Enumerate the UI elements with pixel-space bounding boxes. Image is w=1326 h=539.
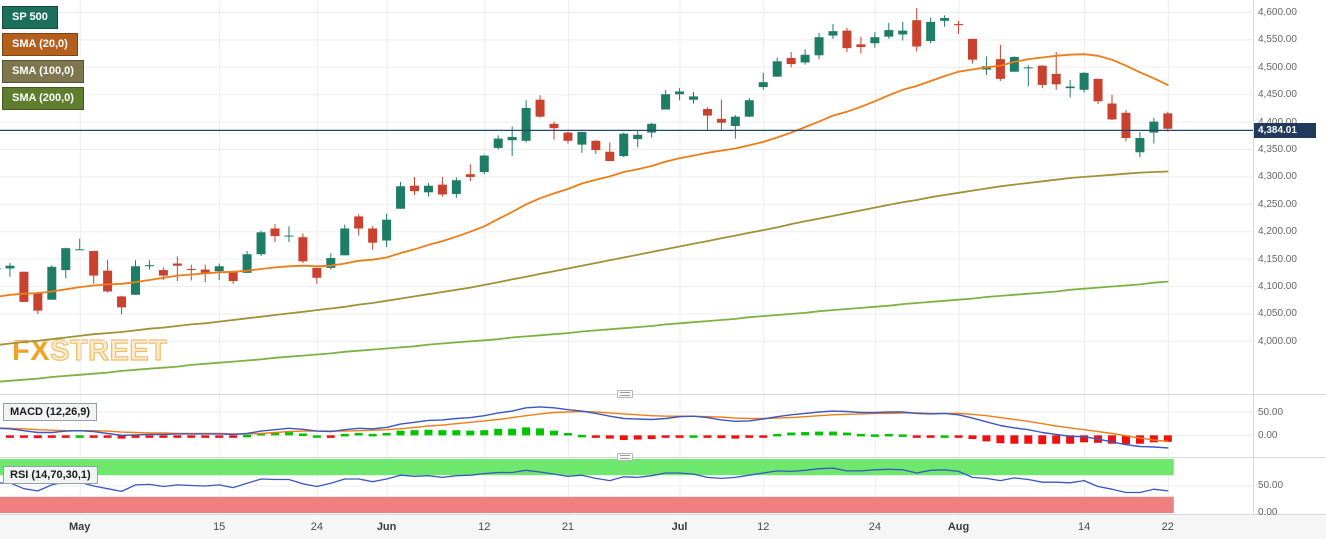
sma-lines-layer: [0, 53, 1169, 383]
rsi-layer: [0, 467, 1169, 494]
panel-resize-handle[interactable]: [617, 390, 633, 398]
legend-item-sma20[interactable]: SMA (20,0): [2, 33, 78, 56]
rsi-indicator-badge[interactable]: RSI (14,70,30,1): [3, 466, 98, 484]
last-price-label: 4,384.01: [1254, 123, 1316, 139]
legend-item-sma100[interactable]: SMA (100,0): [2, 60, 84, 83]
grip-lines-icon: [620, 392, 630, 396]
grip-lines-icon: [620, 455, 630, 459]
time-axis-bar[interactable]: [0, 514, 1326, 539]
panel-separator-macd: [0, 394, 1326, 395]
legend-item-sp500[interactable]: SP 500: [2, 6, 58, 29]
panel-separator-rsi: [0, 457, 1326, 458]
legend-item-sma200[interactable]: SMA (200,0): [2, 87, 84, 110]
macd-indicator-badge[interactable]: MACD (12,26,9): [3, 403, 98, 421]
macd-layer: [0, 406, 1172, 449]
rsi-bands-layer: [0, 459, 1174, 513]
candles-layer: [0, 8, 1173, 315]
price-axis-column[interactable]: [1253, 0, 1326, 514]
panel-resize-handle[interactable]: [617, 453, 633, 461]
fxstreet-logo-street: STREET: [49, 335, 168, 367]
